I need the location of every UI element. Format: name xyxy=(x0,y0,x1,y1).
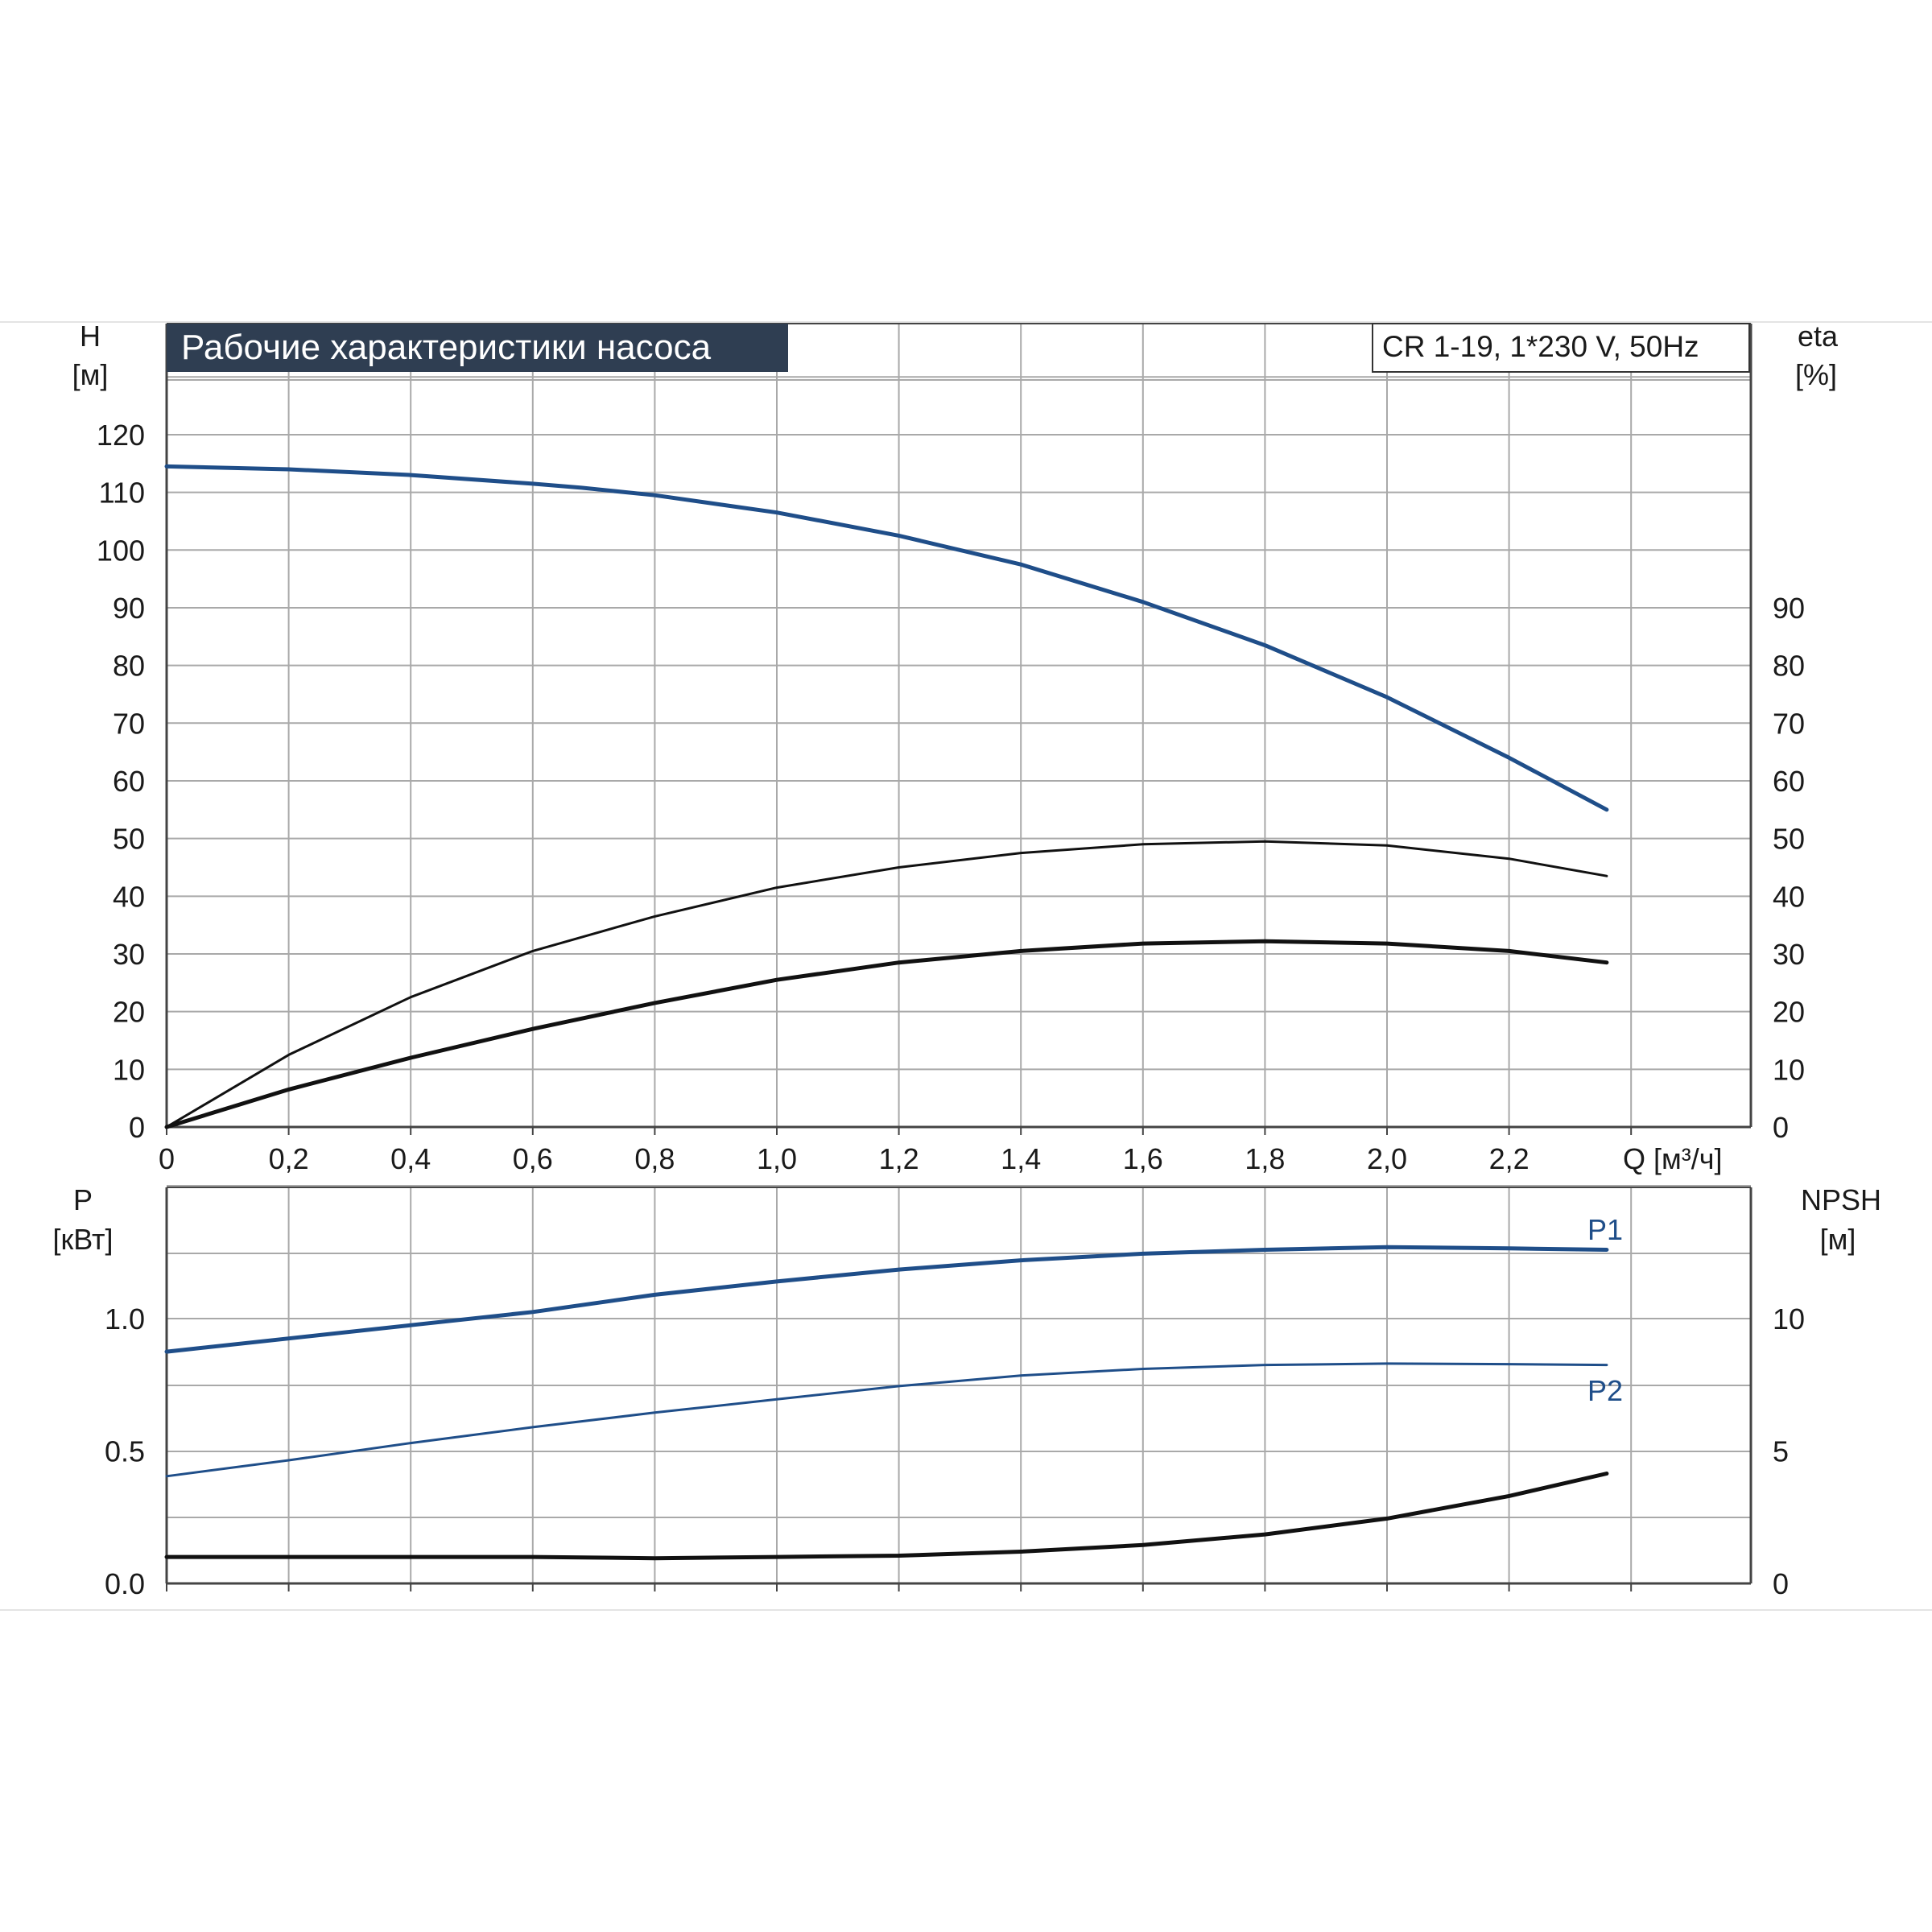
title-banner-bg xyxy=(167,324,788,372)
chart-title: Рабочие характеристики насоса xyxy=(181,328,712,367)
y-left-tick-label: 80 xyxy=(113,650,145,683)
series-npsh-line xyxy=(164,1472,1609,1561)
series-eta_total-line xyxy=(165,840,1608,1129)
y-left-tick-label: 0.0 xyxy=(105,1567,145,1600)
chart-labels: 0102030405060708090100110120010203040506… xyxy=(52,320,1881,1600)
y-left-tick-label: 60 xyxy=(113,765,145,798)
bottom-plot-grid xyxy=(165,1185,1752,1591)
series-p1-line xyxy=(164,1245,1609,1354)
y-right-tick-label: 30 xyxy=(1773,938,1805,971)
y-right-tick-label: 90 xyxy=(1773,592,1805,625)
y-right-tick-label: 20 xyxy=(1773,996,1805,1029)
y-left-axis-unit: [м] xyxy=(72,358,109,391)
y-left-axis-title: H xyxy=(80,320,101,353)
y-right-axis-title: eta xyxy=(1798,320,1839,353)
y-right-tick-label: 0 xyxy=(1773,1567,1789,1600)
y-right-axis-unit: [м] xyxy=(1820,1223,1856,1256)
y-left-tick-label: 70 xyxy=(113,707,145,740)
y-left-tick-label: 120 xyxy=(97,419,145,452)
x-tick-label: 1,6 xyxy=(1123,1142,1163,1175)
x-tick-label: 0,2 xyxy=(269,1142,309,1175)
y-left-tick-label: 1.0 xyxy=(105,1302,145,1335)
y-left-tick-label: 0.5 xyxy=(105,1435,145,1468)
x-tick-label: 0 xyxy=(159,1142,175,1175)
series-p1-label: P1 xyxy=(1587,1213,1623,1246)
y-left-tick-label: 50 xyxy=(113,823,145,856)
y-right-tick-label: 0 xyxy=(1773,1111,1789,1144)
y-left-tick-label: 40 xyxy=(113,880,145,913)
page-frame-lines xyxy=(0,321,1932,1611)
y-right-tick-label: 60 xyxy=(1773,765,1805,798)
x-tick-label: 1,4 xyxy=(1001,1142,1041,1175)
top-plot-grid xyxy=(165,323,1752,1135)
x-tick-label: 0,4 xyxy=(390,1142,431,1175)
y-left-tick-label: 100 xyxy=(97,534,145,567)
y-right-tick-label: 5 xyxy=(1773,1435,1789,1468)
y-left-tick-label: 0 xyxy=(129,1111,145,1144)
series-eta_pump-line xyxy=(164,939,1609,1129)
y-left-tick-label: 20 xyxy=(113,996,145,1029)
x-tick-label: 2,2 xyxy=(1489,1142,1530,1175)
y-left-axis-unit: [кВт] xyxy=(52,1223,113,1256)
chart-series xyxy=(164,464,1609,1561)
x-tick-label: 1,8 xyxy=(1245,1142,1285,1175)
y-left-tick-label: 90 xyxy=(113,592,145,625)
x-tick-label: 2,0 xyxy=(1367,1142,1407,1175)
x-axis-label: Q [м³/ч] xyxy=(1623,1142,1723,1175)
series-p2-line xyxy=(165,1362,1608,1478)
y-right-axis-unit: [%] xyxy=(1795,358,1837,391)
series-head-line xyxy=(164,464,1609,812)
title-banner: Рабочие характеристики насоса xyxy=(167,324,788,372)
y-left-tick-label: 30 xyxy=(113,938,145,971)
y-right-tick-label: 10 xyxy=(1773,1302,1805,1335)
y-right-tick-label: 80 xyxy=(1773,650,1805,683)
y-left-tick-label: 110 xyxy=(99,477,145,510)
model-label-frame xyxy=(1372,323,1750,373)
y-right-tick-label: 50 xyxy=(1773,823,1805,856)
x-tick-label: 1,2 xyxy=(879,1142,919,1175)
model-label: CR 1-19, 1*230 V, 50Hz xyxy=(1382,330,1699,363)
series-p2-label: P2 xyxy=(1587,1374,1623,1407)
model-label-box: CR 1-19, 1*230 V, 50Hz xyxy=(1372,323,1750,373)
y-right-tick-label: 10 xyxy=(1773,1053,1805,1086)
y-left-axis-title: P xyxy=(73,1183,93,1216)
y-left-tick-label: 10 xyxy=(113,1053,145,1086)
y-right-axis-title: NPSH xyxy=(1801,1183,1881,1216)
x-tick-label: 0,6 xyxy=(513,1142,553,1175)
x-tick-label: 0,8 xyxy=(634,1142,675,1175)
x-tick-label: 1,0 xyxy=(757,1142,797,1175)
y-right-tick-label: 70 xyxy=(1773,707,1805,740)
y-right-tick-label: 40 xyxy=(1773,880,1805,913)
